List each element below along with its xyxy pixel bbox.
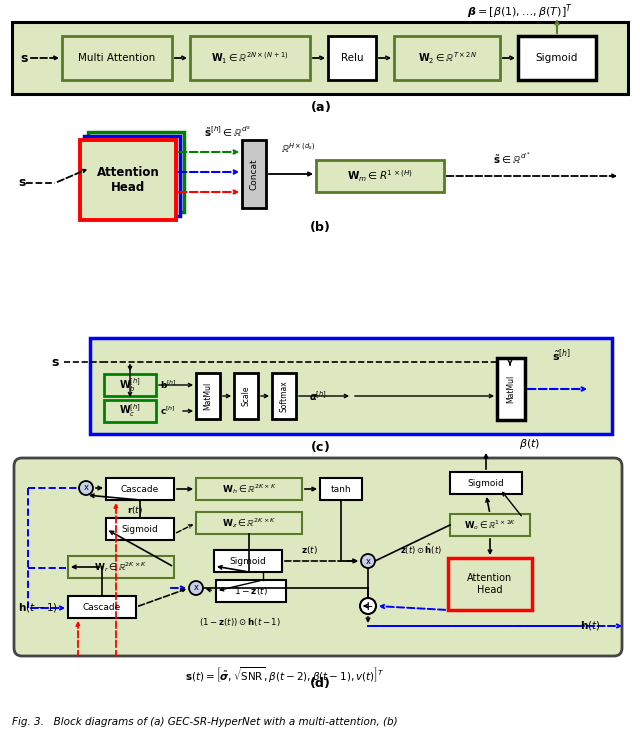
Bar: [320, 478, 362, 500]
Bar: [80, 140, 176, 220]
Bar: [68, 556, 174, 578]
Text: Scale: Scale: [241, 386, 250, 406]
Bar: [234, 373, 258, 419]
Bar: [272, 373, 296, 419]
Bar: [394, 36, 500, 80]
Text: Sigmoid: Sigmoid: [230, 556, 266, 565]
Bar: [518, 36, 596, 80]
Text: $\mathbf{W}_1 \in \mathbb{R}^{2N\times(N+1)}$: $\mathbf{W}_1 \in \mathbb{R}^{2N\times(N…: [211, 50, 289, 66]
Text: $\mathbf{W}_2 \in \mathbb{R}^{T\times 2N}$: $\mathbf{W}_2 \in \mathbb{R}^{T\times 2N…: [417, 50, 476, 66]
Circle shape: [79, 481, 93, 495]
Bar: [106, 518, 174, 540]
Text: $\mathbf{b}^{[h]}$: $\mathbf{b}^{[h]}$: [159, 379, 177, 391]
Bar: [62, 36, 172, 80]
Text: $\tilde{\mathbf{s}} \in \mathbb{R}^{d^*}$: $\tilde{\mathbf{s}} \in \mathbb{R}^{d^*}…: [493, 150, 531, 166]
Bar: [316, 160, 444, 192]
Text: Softmax: Softmax: [280, 380, 289, 412]
Text: $\mathbb{R}^{H\times(d_s)}$: $\mathbb{R}^{H\times(d_s)}$: [281, 141, 316, 155]
Text: x: x: [365, 556, 371, 565]
Bar: [450, 514, 530, 536]
Text: Sigmoid: Sigmoid: [122, 525, 158, 534]
Text: $\mathbf{h}(t)$: $\mathbf{h}(t)$: [580, 619, 600, 633]
Text: $\mathbf{W}_m \in R^{1\times(H)}$: $\mathbf{W}_m \in R^{1\times(H)}$: [347, 168, 413, 184]
Text: $\bf{(d)}$: $\bf{(d)}$: [309, 675, 331, 689]
Text: tanh: tanh: [331, 484, 351, 493]
Text: $\mathbf{W}_o \in \mathbb{R}^{1\times 2K}$: $\mathbf{W}_o \in \mathbb{R}^{1\times 2K…: [464, 518, 516, 532]
Text: $\mathbf{W}_r \in \mathbb{R}^{2K\times K}$: $\mathbf{W}_r \in \mathbb{R}^{2K\times K…: [94, 560, 148, 574]
Bar: [90, 338, 612, 434]
Bar: [242, 140, 266, 208]
Text: $\mathbf{c}^{[h]}$: $\mathbf{c}^{[h]}$: [160, 404, 176, 417]
Bar: [328, 36, 376, 80]
Text: Fig. 3.   Block diagrams of (a) GEC-SR-HyperNet with a multi-attention, (b): Fig. 3. Block diagrams of (a) GEC-SR-Hyp…: [12, 717, 397, 727]
Text: Multi Attention: Multi Attention: [78, 53, 156, 63]
Text: $\bf{(b)}$: $\bf{(b)}$: [309, 219, 331, 233]
Text: MatMul: MatMul: [204, 382, 212, 410]
Text: $\mathbf{z}(t)\odot\tilde{\mathbf{h}}(t)$: $\mathbf{z}(t)\odot\tilde{\mathbf{h}}(t)…: [400, 542, 442, 557]
Bar: [196, 478, 302, 500]
Bar: [196, 373, 220, 419]
Text: $\mathbf{W}_b^{[h]}$: $\mathbf{W}_b^{[h]}$: [119, 376, 141, 394]
Circle shape: [189, 581, 203, 595]
Text: $\mathbf{h}(t-1)$: $\mathbf{h}(t-1)$: [18, 601, 58, 614]
Bar: [196, 512, 302, 534]
Text: +: +: [363, 600, 373, 612]
Text: Cascade: Cascade: [83, 603, 121, 611]
Bar: [12, 22, 628, 94]
Text: $\bf{(a)}$: $\bf{(a)}$: [310, 100, 330, 115]
FancyBboxPatch shape: [14, 458, 622, 656]
Bar: [448, 558, 532, 610]
Text: $\tilde{\mathbf{s}}^{[h]} \in \mathbb{R}^{d^s}$: $\tilde{\mathbf{s}}^{[h]} \in \mathbb{R}…: [204, 125, 252, 139]
Bar: [216, 580, 286, 602]
Bar: [106, 478, 174, 500]
Text: Relu: Relu: [340, 53, 364, 63]
Text: $\mathbf{r}(t)$: $\mathbf{r}(t)$: [127, 504, 143, 516]
Text: $\mathbf{s}(t)=\left[\tilde{\boldsymbol{\sigma}},\sqrt{\mathrm{SNR}},\beta(t-2),: $\mathbf{s}(t)=\left[\tilde{\boldsymbol{…: [185, 664, 385, 683]
Text: Attention
Head: Attention Head: [97, 166, 159, 194]
Text: x: x: [83, 484, 88, 493]
Circle shape: [361, 554, 375, 568]
Text: $\mathbf{s}$: $\mathbf{s}$: [51, 355, 60, 368]
Bar: [450, 472, 522, 494]
Bar: [190, 36, 310, 80]
Bar: [104, 400, 156, 422]
Text: $\boldsymbol{\alpha}^{[h]}$: $\boldsymbol{\alpha}^{[h]}$: [309, 389, 327, 403]
Bar: [497, 358, 525, 420]
Text: $\beta(t)$: $\beta(t)$: [520, 437, 541, 451]
Bar: [88, 132, 184, 212]
Text: Attention
Head: Attention Head: [467, 573, 513, 595]
Text: $\mathbf{z}(t)$: $\mathbf{z}(t)$: [301, 544, 319, 556]
Text: $\tilde{\mathbf{s}}^{[h]}$: $\tilde{\mathbf{s}}^{[h]}$: [552, 348, 572, 364]
Text: Sigmoid: Sigmoid: [536, 53, 578, 63]
Bar: [214, 550, 282, 572]
Text: Cascade: Cascade: [121, 484, 159, 493]
Text: $\mathbf{W}_h \in \mathbb{R}^{2K\times K}$: $\mathbf{W}_h \in \mathbb{R}^{2K\times K…: [221, 482, 276, 496]
Text: $1-\mathbf{z}(t)$: $1-\mathbf{z}(t)$: [234, 585, 268, 597]
Text: $\mathbf{W}_c^{[h]}$: $\mathbf{W}_c^{[h]}$: [119, 403, 141, 419]
Text: $\mathbf{s}$: $\mathbf{s}$: [18, 176, 27, 189]
Text: $\mathbf{s}$: $\mathbf{s}$: [20, 51, 29, 65]
Bar: [68, 596, 136, 618]
Text: Concat: Concat: [250, 159, 259, 190]
Circle shape: [360, 598, 376, 614]
Text: MatMul: MatMul: [506, 375, 515, 403]
Bar: [84, 136, 180, 216]
Text: Sigmoid: Sigmoid: [468, 479, 504, 487]
Text: $\mathbf{W}_z \in \mathbb{R}^{2K\times K}$: $\mathbf{W}_z \in \mathbb{R}^{2K\times K…: [222, 516, 276, 530]
Text: $\boldsymbol{\beta}=[\beta(1),\ldots,\beta(T)]^T$: $\boldsymbol{\beta}=[\beta(1),\ldots,\be…: [467, 3, 573, 21]
Text: $\bf{(c)}$: $\bf{(c)}$: [310, 438, 330, 454]
Text: x: x: [193, 584, 198, 592]
Bar: [104, 374, 156, 396]
Text: $(1-\mathbf{z}(t))\odot\mathbf{h}(t-1)$: $(1-\mathbf{z}(t))\odot\mathbf{h}(t-1)$: [199, 616, 281, 628]
